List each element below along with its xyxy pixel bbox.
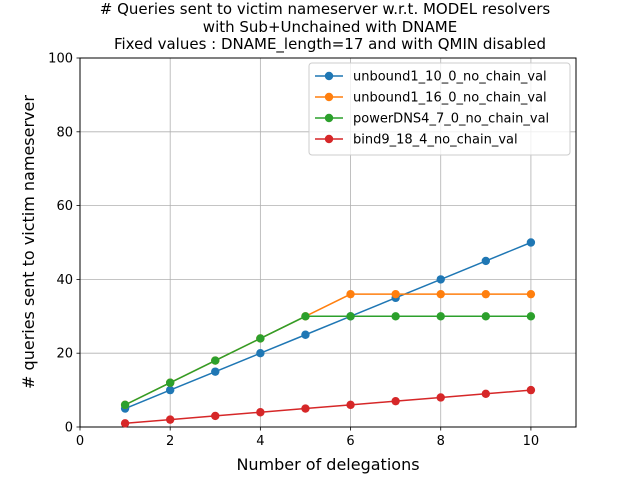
- data-point: [391, 312, 400, 321]
- data-point: [481, 389, 491, 398]
- legend-swatch-marker: [324, 71, 334, 81]
- legend-label: unbound1_10_0_no_chain_val: [353, 70, 547, 85]
- data-point: [436, 289, 445, 299]
- y-tick-label: 100: [48, 52, 73, 67]
- series-unbound1_16_0_no_chain_val: [120, 289, 536, 410]
- legend: unbound1_10_0_no_chain_val unbound1_16_0_…: [308, 62, 571, 156]
- x-tick-label: 10: [523, 434, 540, 449]
- data-point: [391, 289, 400, 299]
- x-axis-label: Number of delegations: [236, 455, 419, 474]
- legend-item: bind9_18_4_no_chain_val: [315, 133, 518, 148]
- data-point: [346, 400, 355, 410]
- data-point: [526, 289, 536, 299]
- data-point: [526, 238, 536, 247]
- data-point: [526, 312, 536, 321]
- data-point: [481, 289, 491, 299]
- legend-label: powerDNS4_7_0_no_chain_val: [353, 112, 549, 127]
- series-line: [124, 293, 531, 406]
- legend-item: unbound1_16_0_no_chain_val: [315, 91, 547, 106]
- legend-label: unbound1_16_0_no_chain_val: [353, 91, 547, 106]
- data-point: [211, 411, 220, 421]
- data-point: [481, 256, 491, 266]
- y-tick-label: 0: [65, 421, 73, 436]
- legend-item: powerDNS4_7_0_no_chain_val: [315, 112, 549, 127]
- data-point: [346, 289, 355, 299]
- y-tick-label: 80: [56, 125, 73, 140]
- x-tick-label: 8: [437, 434, 445, 449]
- data-point: [391, 396, 400, 406]
- data-point: [436, 275, 445, 284]
- series-bind9_18_4_no_chain_val: [120, 385, 536, 428]
- data-point: [165, 415, 175, 424]
- data-point: [526, 385, 536, 395]
- data-point: [481, 312, 491, 321]
- series-unbound1_10_0_no_chain_val: [120, 238, 536, 413]
- chart-title-line-3: Fixed values : DNAME_length=17 and with …: [114, 35, 546, 54]
- data-point: [436, 393, 445, 402]
- data-point: [301, 312, 310, 321]
- legend-label: bind9_18_4_no_chain_val: [353, 133, 518, 148]
- y-axis-label: # queries sent to victim nameserver: [19, 95, 38, 389]
- x-tick-label: 4: [256, 434, 264, 449]
- chart-title-line-2: with Sub+Unchained with DNAME: [203, 18, 457, 36]
- data-point: [120, 419, 130, 428]
- legend-box: [308, 62, 571, 156]
- y-tick-label: 40: [56, 273, 73, 288]
- plot-frame: [79, 57, 577, 428]
- data-point: [301, 404, 310, 413]
- series-layer: [120, 238, 536, 428]
- legend-item: unbound1_10_0_no_chain_val: [315, 70, 547, 85]
- series-powerDNS4_7_0_no_chain_val: [120, 312, 536, 410]
- data-point: [165, 378, 175, 387]
- y-tick-label: 20: [56, 347, 73, 362]
- legend-swatch-marker: [324, 134, 334, 144]
- legend-swatch-marker: [324, 113, 334, 123]
- x-tick-label: 0: [76, 434, 84, 449]
- series-line: [124, 241, 532, 410]
- data-point: [165, 385, 175, 395]
- data-point: [256, 334, 265, 343]
- y-tick-label: 60: [56, 199, 73, 214]
- data-point: [120, 400, 130, 410]
- legend-swatch-marker: [324, 92, 334, 102]
- data-point: [256, 349, 265, 358]
- data-point: [301, 330, 310, 339]
- data-point: [211, 367, 220, 376]
- series-line: [124, 315, 531, 406]
- data-point: [346, 312, 355, 321]
- series-line: [125, 389, 531, 425]
- x-tick-label: 6: [346, 434, 354, 449]
- x-tick-label: 2: [166, 434, 174, 449]
- data-point: [436, 312, 445, 321]
- data-point: [211, 356, 220, 365]
- chart-title-line-1: # Queries sent to victim nameserver w.r.…: [100, 0, 551, 18]
- data-point: [256, 408, 265, 417]
